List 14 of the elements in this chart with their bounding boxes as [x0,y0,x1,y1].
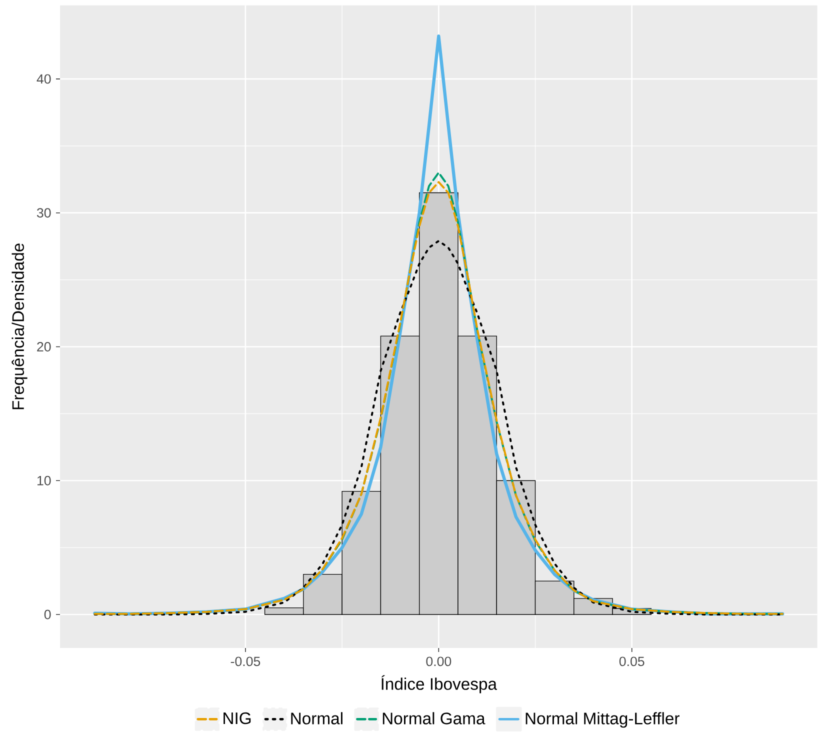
y-tick-label: 40 [36,74,51,84]
y-tick-label: 30 [36,208,51,218]
y-tick-label: 20 [37,342,51,352]
legend-label: NIG [224,712,251,724]
legend-label: Normal [291,712,342,724]
x-tick-label: 0.05 [619,656,644,666]
y-axis-title: Frequência/Densidade [12,244,28,410]
legend-label: Normal Gama [382,712,486,724]
x-axis-title: Índice Ibovespa [381,675,498,694]
y-tick-label: 10 [37,476,51,486]
legend-label: Normal Mittag-Leffler [526,712,680,728]
x-tick-label: 0.00 [426,656,452,666]
x-tick-label: -0.05 [230,656,260,666]
y-tick-label: 0 [44,610,51,620]
